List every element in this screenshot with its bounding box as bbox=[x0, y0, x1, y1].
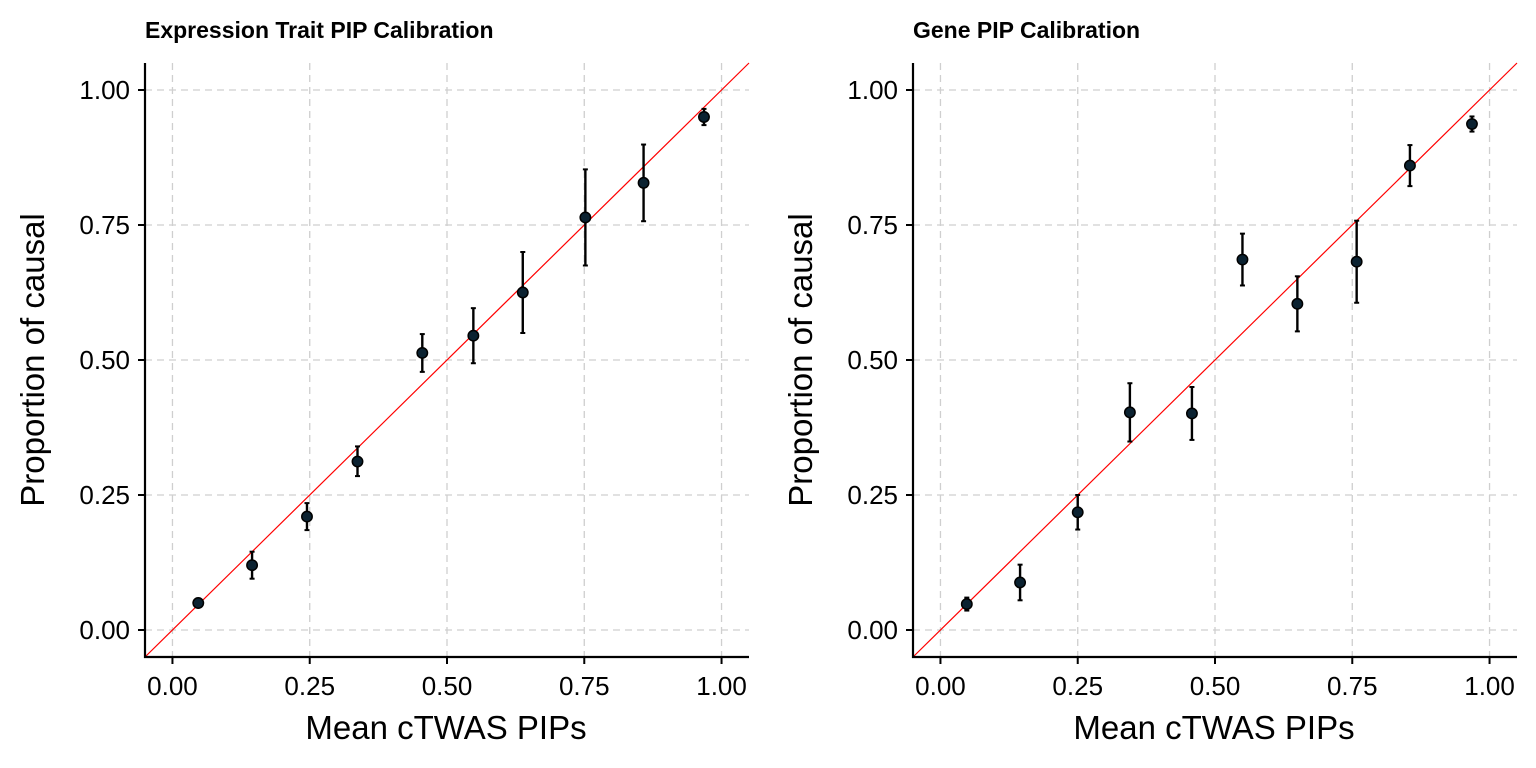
data-point bbox=[579, 211, 592, 224]
y-tick-label: 0.50 bbox=[79, 345, 130, 375]
data-point bbox=[467, 329, 480, 342]
data-point bbox=[698, 111, 710, 123]
data-point bbox=[192, 597, 205, 609]
x-tick-label: 0.25 bbox=[284, 671, 335, 701]
x-tick-label: 1.00 bbox=[1464, 671, 1515, 701]
data-point bbox=[1350, 255, 1363, 268]
x-tick-label: 0.00 bbox=[915, 671, 966, 701]
y-tick-label: 1.00 bbox=[847, 75, 898, 105]
x-tick-label: 0.50 bbox=[1190, 671, 1241, 701]
reference-line bbox=[912, 62, 1518, 658]
x-tick-label: 1.00 bbox=[696, 671, 747, 701]
data-point bbox=[1014, 576, 1027, 589]
x-axis-title: Mean cTWAS PIPs bbox=[1073, 709, 1354, 746]
data-point bbox=[1123, 406, 1136, 419]
data-point bbox=[1291, 297, 1304, 310]
data-point bbox=[637, 176, 650, 189]
data-point bbox=[351, 455, 364, 468]
data-point bbox=[246, 559, 259, 572]
chart-title: Gene PIP Calibration bbox=[913, 17, 1140, 43]
x-tick-label: 0.75 bbox=[1327, 671, 1378, 701]
data-point bbox=[301, 510, 313, 523]
chart-title: Expression Trait PIP Calibration bbox=[145, 17, 494, 43]
y-axis-title: Proportion of causal bbox=[14, 213, 51, 507]
x-tick-label: 0.50 bbox=[422, 671, 473, 701]
y-tick-label: 0.00 bbox=[847, 615, 898, 645]
y-tick-label: 0.75 bbox=[79, 210, 130, 240]
y-tick-label: 0.25 bbox=[847, 480, 898, 510]
chart-panel-1: 0.00 0.25 0.50 0.75 1.00 0.00 0.25 0.50 0.75 1.00… bbox=[14, 17, 750, 746]
y-tick-label: 1.00 bbox=[79, 75, 130, 105]
data-point bbox=[960, 598, 973, 611]
reference-line bbox=[144, 62, 750, 658]
y-axis-title: Proportion of causal bbox=[782, 213, 819, 507]
y-tick-label: 0.25 bbox=[79, 480, 130, 510]
data-point bbox=[1403, 159, 1416, 172]
data-point bbox=[1071, 506, 1084, 519]
data-point bbox=[516, 286, 529, 299]
chart-panel-2: 0.00 0.25 0.50 0.75 1.00 0.00 0.25 0.50 0.75 1.00… bbox=[782, 17, 1518, 746]
data-point bbox=[416, 347, 429, 359]
y-tick-label: 0.00 bbox=[79, 615, 130, 645]
x-tick-label: 0.75 bbox=[559, 671, 610, 701]
x-tick-label: 0.25 bbox=[1052, 671, 1103, 701]
data-point bbox=[1185, 407, 1198, 420]
x-tick-label: 0.00 bbox=[147, 671, 198, 701]
data-point bbox=[1466, 118, 1478, 130]
data-point bbox=[1236, 253, 1249, 266]
x-axis-title: Mean cTWAS PIPs bbox=[305, 709, 586, 746]
y-tick-label: 0.75 bbox=[847, 210, 898, 240]
y-tick-label: 0.50 bbox=[847, 345, 898, 375]
